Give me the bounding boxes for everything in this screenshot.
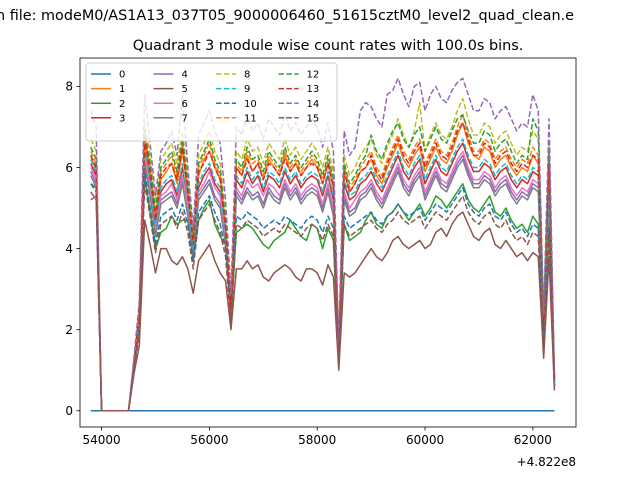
legend-label-6: 6	[182, 99, 188, 110]
legend-label-4: 4	[182, 70, 188, 81]
x-tick-label: 58000	[298, 433, 336, 447]
legend-label-15: 15	[307, 113, 320, 124]
legend-label-12: 12	[307, 70, 320, 81]
x-offset-text: +4.822e8	[517, 455, 576, 469]
x-tick-label: 60000	[406, 433, 444, 447]
suptitle: n file: modeM0/AS1A13_037T05_9000006460_…	[0, 8, 574, 24]
chart: n file: modeM0/AS1A13_037T05_9000006460_…	[0, 0, 640, 480]
y-tick-label: 2	[65, 323, 73, 337]
legend-label-5: 5	[182, 84, 188, 95]
legend-label-9: 9	[244, 84, 250, 95]
y-tick-label: 8	[65, 80, 73, 94]
legend-label-1: 1	[119, 84, 125, 95]
legend-label-10: 10	[244, 99, 257, 110]
legend-label-3: 3	[119, 113, 125, 124]
legend-label-11: 11	[244, 113, 257, 124]
legend-label-0: 0	[119, 70, 125, 81]
legend-label-14: 14	[307, 99, 320, 110]
chart-title: Quadrant 3 module wise count rates with …	[133, 38, 524, 54]
y-tick-label: 6	[65, 161, 73, 175]
legend-label-7: 7	[182, 113, 188, 124]
legend-label-13: 13	[307, 84, 320, 95]
x-tick-label: 62000	[514, 433, 552, 447]
x-tick-label: 56000	[190, 433, 228, 447]
legend-label-8: 8	[244, 70, 250, 81]
y-tick-label: 0	[65, 404, 73, 418]
legend-label-2: 2	[119, 99, 125, 110]
x-tick-label: 54000	[82, 433, 120, 447]
y-tick-label: 4	[65, 242, 73, 256]
